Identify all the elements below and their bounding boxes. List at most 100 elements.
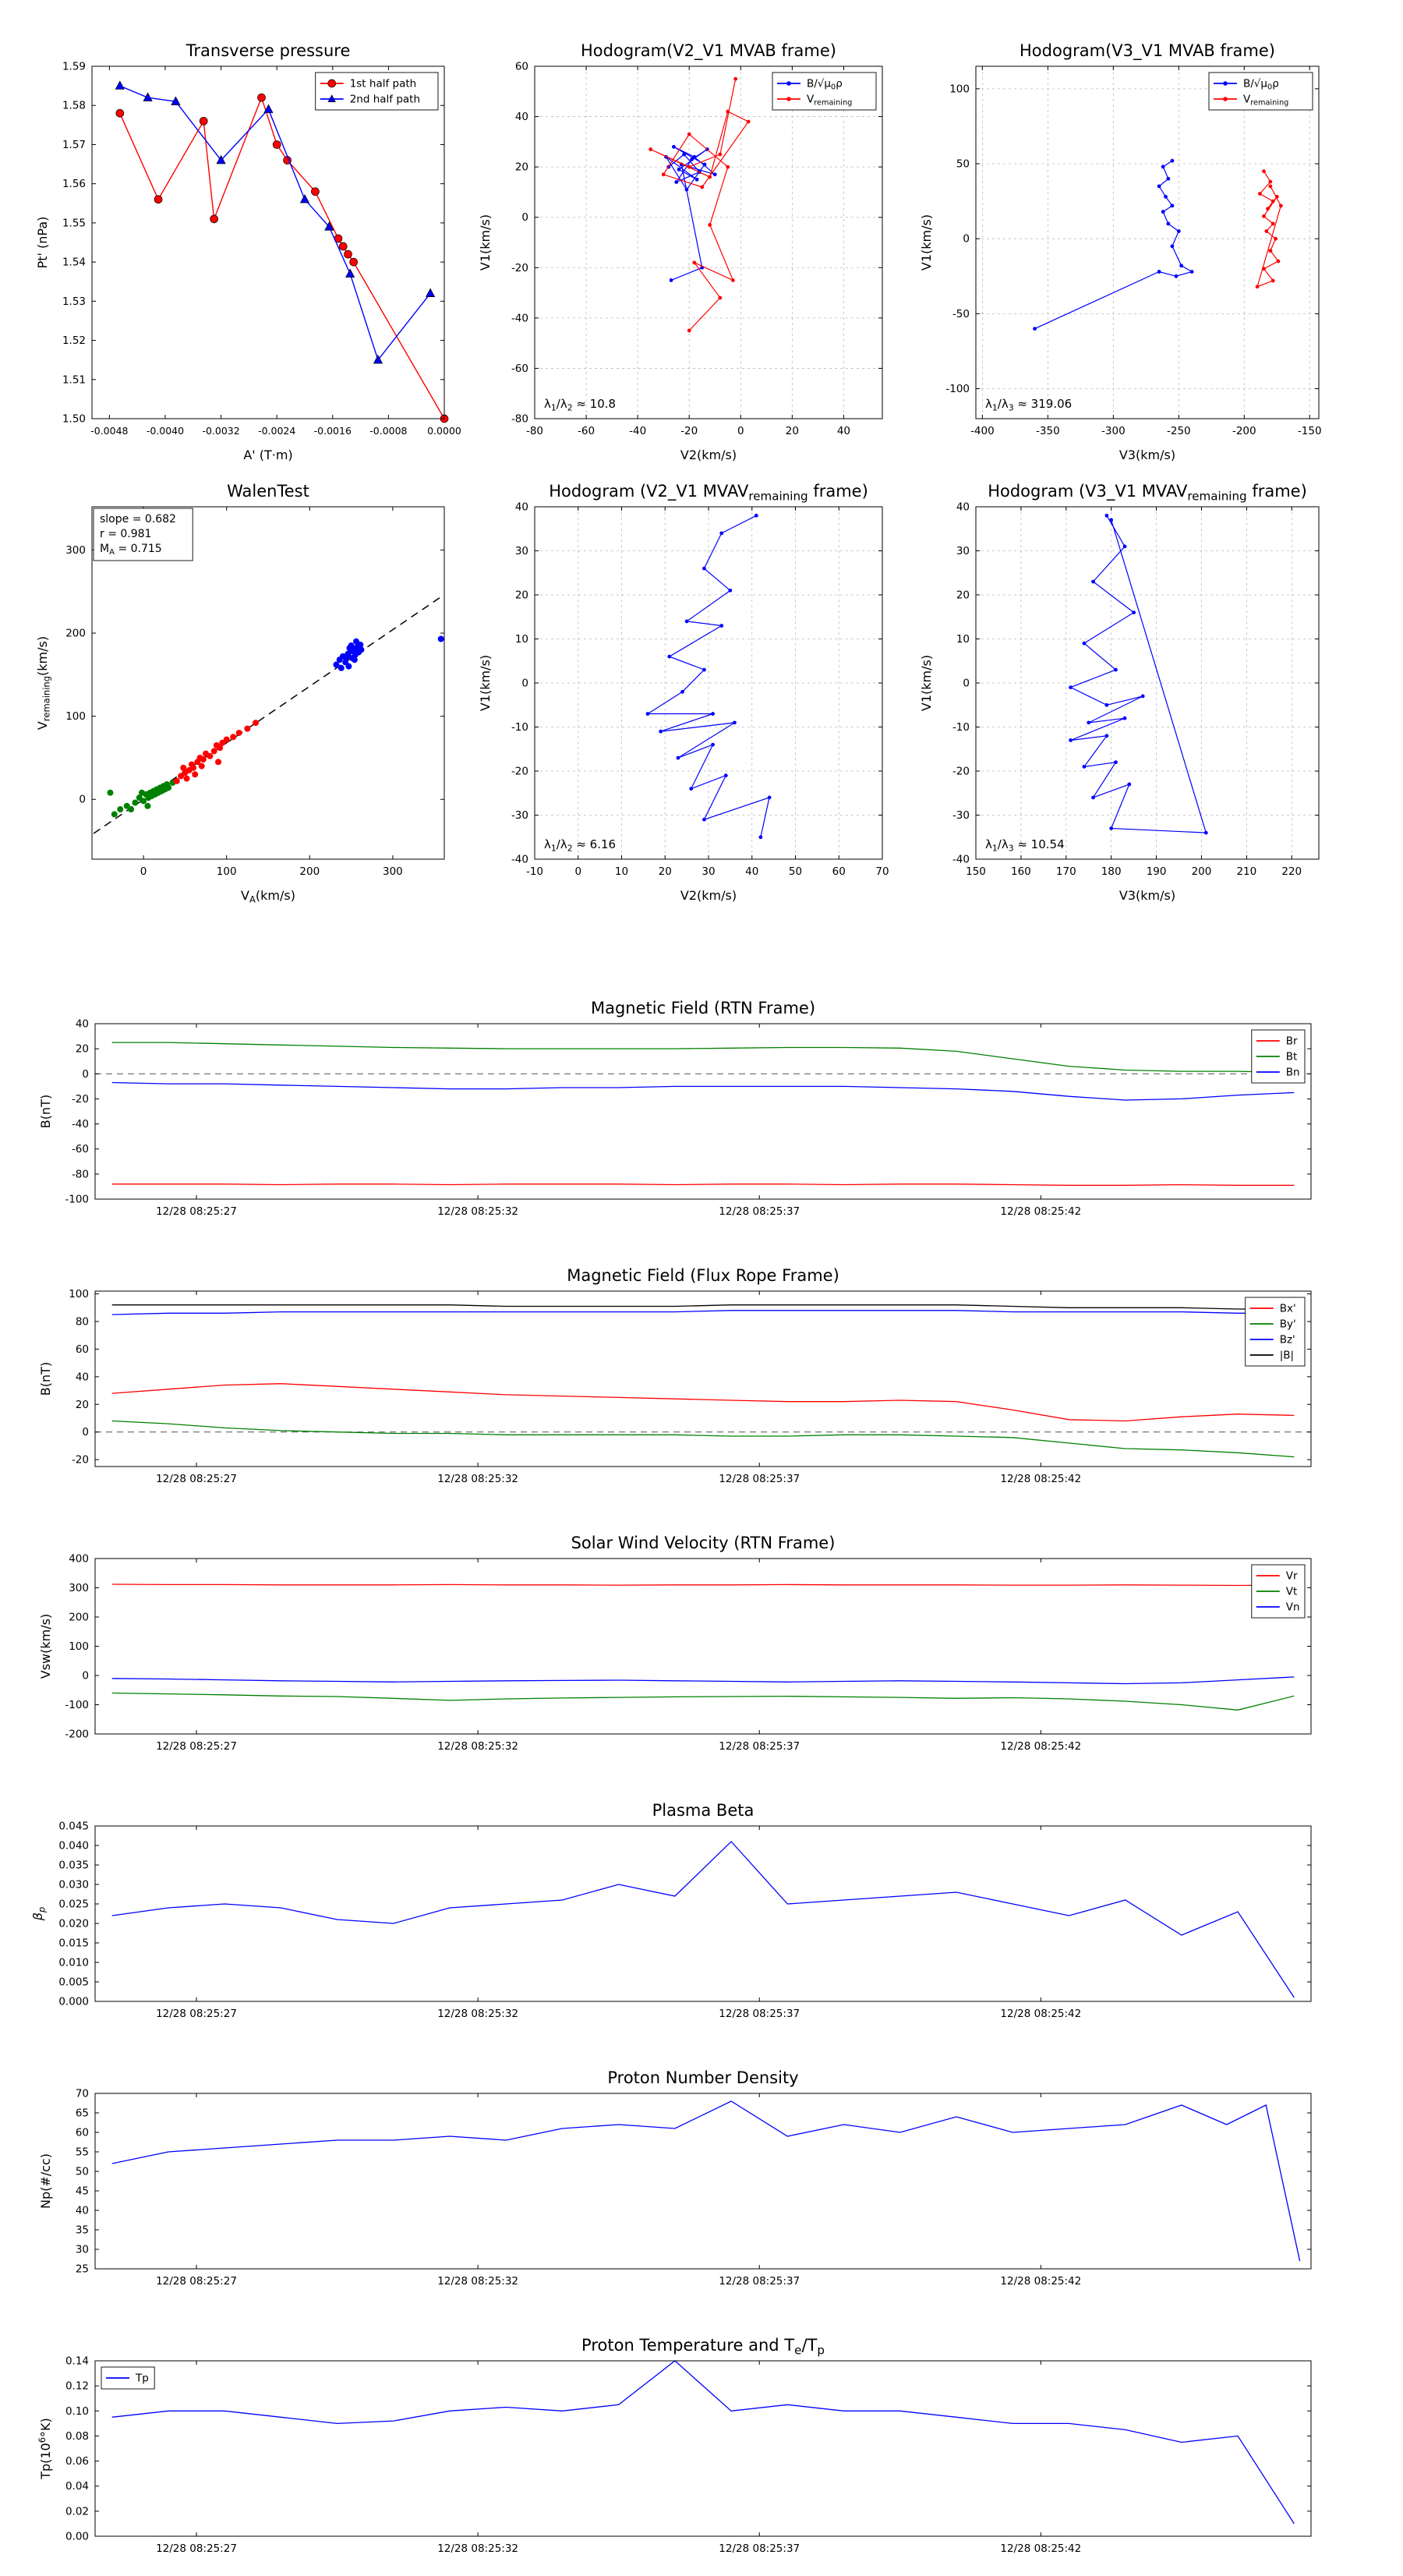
legend-label: Br: [1286, 1035, 1298, 1048]
x-tick-label: 160: [1011, 865, 1031, 878]
marker-dot: [1157, 184, 1161, 189]
series-np: [111, 2100, 1301, 2262]
y-tick-label: -100: [65, 1194, 89, 1206]
y-tick-label: -60: [72, 1143, 89, 1155]
x-tick-label: 12/28 08:25:27: [156, 2008, 237, 2020]
y-tick-label: 40: [76, 2205, 89, 2217]
y-tick-label: 30: [515, 545, 528, 557]
x-tick-label: 0: [140, 865, 147, 878]
x-tick-label: 210: [1236, 865, 1256, 878]
marker-dot: [733, 720, 737, 725]
marker-dot: [1114, 760, 1118, 765]
series-br: [111, 1184, 1295, 1186]
x-tick-label: 200: [1192, 865, 1212, 878]
x-tick-label: 0.0000: [427, 425, 461, 437]
chart-beta: 12/28 08:25:27 12/28 08:25:32 12/28 08:25:…: [30, 1801, 1312, 2020]
y-tick-label: 0.04: [65, 2480, 89, 2493]
marker-circle: [327, 79, 337, 88]
y-tick-label: 40: [76, 1371, 89, 1383]
y-tick-label: 0: [521, 211, 528, 224]
y-tick-label: 0: [79, 794, 86, 806]
info-box-frame: [93, 508, 193, 561]
x-tick-label: -150: [1298, 425, 1322, 437]
chart-title: WalenTest: [227, 482, 309, 501]
marker-dot: [353, 638, 359, 645]
series-tp: [111, 2360, 1295, 2525]
y-tick-label: 55: [76, 2146, 89, 2159]
series-v-remaining: [650, 78, 750, 331]
marker-dot: [1264, 229, 1269, 233]
x-tick-label: 12/28 08:25:37: [719, 2275, 800, 2288]
marker-dot: [1166, 221, 1171, 226]
marker-dot: [180, 764, 187, 771]
marker-dot: [1033, 327, 1037, 331]
y-tick-label: 0.00: [65, 2531, 89, 2543]
legend-label: B/√μ0ρ: [1243, 78, 1279, 92]
series-by: [111, 1420, 1295, 1458]
marker-dot: [215, 759, 222, 766]
chart-np: 12/28 08:25:27 12/28 08:25:32 12/28 08:25:…: [38, 2068, 1312, 2288]
y-tick-label: 0.02: [65, 2505, 89, 2518]
chart-b-fluxrope: 12/28 08:25:27 12/28 08:25:32 12/28 08:25:…: [38, 1266, 1312, 1485]
legend-label: B/√μ0ρ: [807, 78, 843, 92]
marker-dot: [136, 794, 143, 801]
x-tick-label: 12/28 08:25:37: [719, 1740, 800, 1753]
marker-dot: [1157, 270, 1161, 274]
y-tick-label: 10: [956, 633, 970, 646]
chart-hodogram-v3v1-mvav: 150 160 170 180 190 200 210 220 -40 -30 -20 -10 0 10 2…: [919, 482, 1320, 903]
marker-circle: [344, 249, 352, 259]
marker-dot: [1164, 194, 1168, 199]
marker-dot: [111, 811, 118, 818]
y-axis-label: V1(km/s): [919, 214, 934, 271]
x-tick-label: 170: [1056, 865, 1076, 878]
marker-dot: [694, 177, 699, 182]
y-tick-label: 1.59: [62, 61, 86, 73]
y-tick-label: 300: [65, 544, 86, 557]
marker-dot: [357, 641, 364, 648]
marker-dot: [719, 531, 724, 536]
y-tick-label: 40: [515, 111, 528, 123]
marker-dot: [786, 81, 791, 86]
legend-label: 1st half path: [350, 78, 417, 90]
marker-dot: [661, 172, 666, 177]
y-tick-label: 0.14: [65, 2355, 89, 2368]
marker-dot: [1091, 579, 1095, 584]
marker-dot: [667, 654, 672, 659]
x-tick-label: -20: [680, 425, 698, 437]
y-tick-label: 1.54: [62, 257, 86, 269]
y-tick-label: 0.005: [58, 1976, 89, 1989]
marker-dot: [1082, 764, 1087, 769]
y-tick-label: 60: [515, 61, 528, 73]
x-tick-label: 70: [875, 865, 889, 878]
marker-dot: [128, 806, 135, 813]
marker-dot: [1166, 176, 1171, 181]
marker-dot: [1179, 264, 1184, 268]
series-bn: [111, 1081, 1295, 1101]
legend-label: By': [1280, 1318, 1296, 1331]
marker-dot: [726, 165, 730, 169]
marker-dot: [687, 328, 691, 333]
marker-dot: [689, 787, 694, 791]
legend-label: Bz': [1280, 1334, 1295, 1346]
marker-circle: [272, 140, 281, 149]
marker-dot: [702, 817, 706, 822]
marker-dot: [210, 748, 217, 755]
x-tick-label: -350: [1036, 425, 1060, 437]
y-tick-label: 60: [76, 2127, 89, 2139]
marker-dot: [1176, 229, 1181, 233]
info-box-line: r = 0.981: [100, 528, 151, 540]
legend-label: 2nd half path: [350, 94, 420, 106]
info-box: slope = 0.682 r = 0.981 MA = 0.715: [93, 508, 193, 561]
y-tick-label: 0.12: [65, 2380, 89, 2393]
chart-tp: 12/28 08:25:27 12/28 08:25:32 12/28 08:25:…: [37, 2336, 1312, 2555]
y-tick-label: 45: [76, 2185, 89, 2198]
marker-dot: [178, 773, 185, 780]
chart-title: Magnetic Field (Flux Rope Frame): [567, 1266, 839, 1285]
y-tick-label: 20: [956, 589, 970, 602]
chart-title: Proton Number Density: [607, 2068, 798, 2087]
y-tick-label: -40: [72, 1118, 89, 1131]
x-tick-label: 12/28 08:25:37: [719, 1205, 800, 1218]
marker-triangle: [216, 154, 226, 165]
marker-dot: [1069, 738, 1073, 742]
